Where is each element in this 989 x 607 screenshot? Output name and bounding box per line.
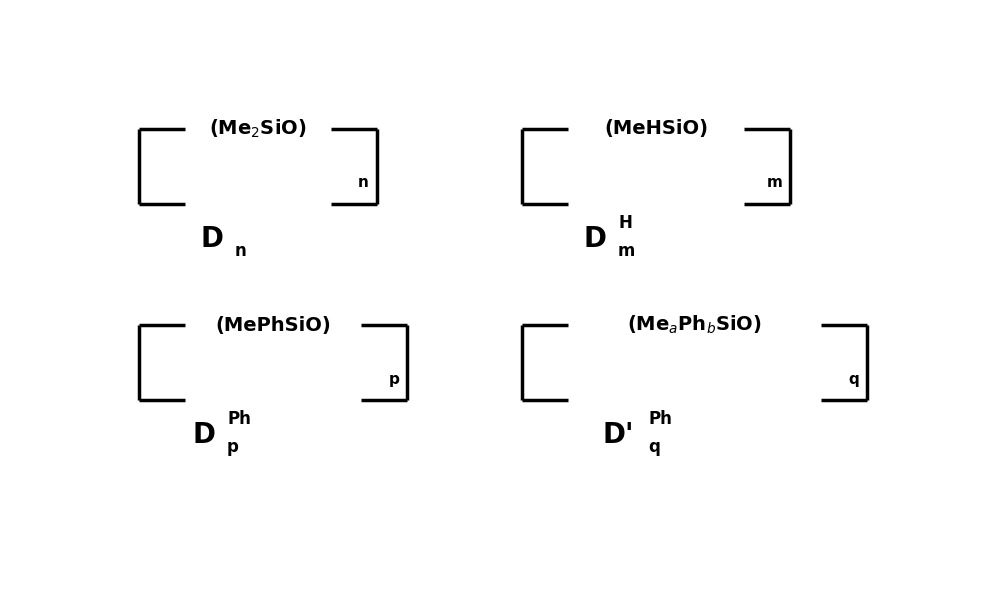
Text: n: n (234, 242, 246, 260)
Text: (MePhSiO): (MePhSiO) (216, 316, 331, 334)
Text: D: D (584, 225, 606, 253)
Text: (Me$_a$Ph$_b$SiO): (Me$_a$Ph$_b$SiO) (627, 314, 763, 336)
Text: m: m (766, 175, 783, 190)
Text: H: H (618, 214, 632, 232)
Text: Ph: Ph (649, 410, 673, 428)
Text: p: p (227, 438, 239, 456)
Text: n: n (358, 175, 369, 190)
Text: (MeHSiO): (MeHSiO) (604, 120, 708, 138)
Text: q: q (649, 438, 661, 456)
Text: p: p (389, 371, 400, 387)
Text: q: q (849, 371, 859, 387)
Text: D: D (193, 421, 216, 449)
Text: D: D (200, 225, 224, 253)
Text: m: m (618, 242, 635, 260)
Text: D': D' (602, 421, 634, 449)
Text: (Me$_2$SiO): (Me$_2$SiO) (209, 118, 307, 140)
Text: Ph: Ph (227, 410, 251, 428)
